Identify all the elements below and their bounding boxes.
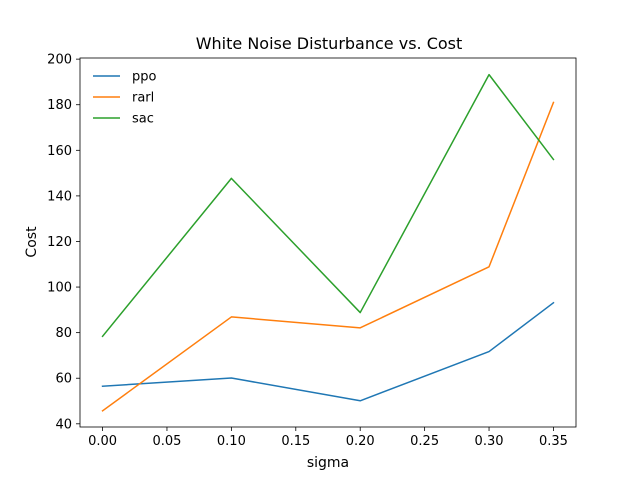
- x-tick-label: 0.25: [410, 434, 439, 449]
- series-line-ppo: [101, 301, 555, 402]
- y-tick-label: 120: [47, 235, 72, 250]
- legend-label-sac: sac: [132, 112, 154, 127]
- x-tick-label: 0.05: [152, 434, 181, 449]
- x-tick-label: 0.30: [475, 434, 504, 449]
- x-axis-label: sigma: [307, 455, 349, 471]
- x-tick-label: 0.15: [281, 434, 310, 449]
- y-tick-label: 40: [55, 417, 72, 432]
- x-tick-label: 0.00: [88, 434, 117, 449]
- y-tick-label: 180: [47, 98, 72, 113]
- y-tick-label: 80: [55, 326, 72, 341]
- legend-label-rarl: rarl: [132, 91, 154, 106]
- x-tick-label: 0.20: [346, 434, 375, 449]
- legend: ppo rarl sac: [93, 70, 157, 127]
- series-line-sac: [101, 73, 555, 338]
- x-tick-label: 0.35: [539, 434, 568, 449]
- chart-title: White Noise Disturbance vs. Cost: [196, 34, 463, 53]
- y-axis-label: Cost: [24, 226, 40, 258]
- legend-label-ppo: ppo: [132, 70, 157, 85]
- y-tick-label: 200: [47, 53, 72, 68]
- plot-area: [101, 73, 555, 412]
- axes-frame: [79, 57, 577, 428]
- y-tick-label: 140: [47, 189, 72, 204]
- x-tick-label: 0.10: [217, 434, 246, 449]
- series-line-rarl: [101, 101, 555, 412]
- y-tick-label: 60: [55, 372, 72, 387]
- axes: 0.00 0.05 0.10 0.15 0.20 0.25 0.30 0.35 40 60 80 10…: [47, 53, 577, 449]
- y-tick-label: 160: [47, 144, 72, 159]
- y-tick-label: 100: [47, 281, 72, 296]
